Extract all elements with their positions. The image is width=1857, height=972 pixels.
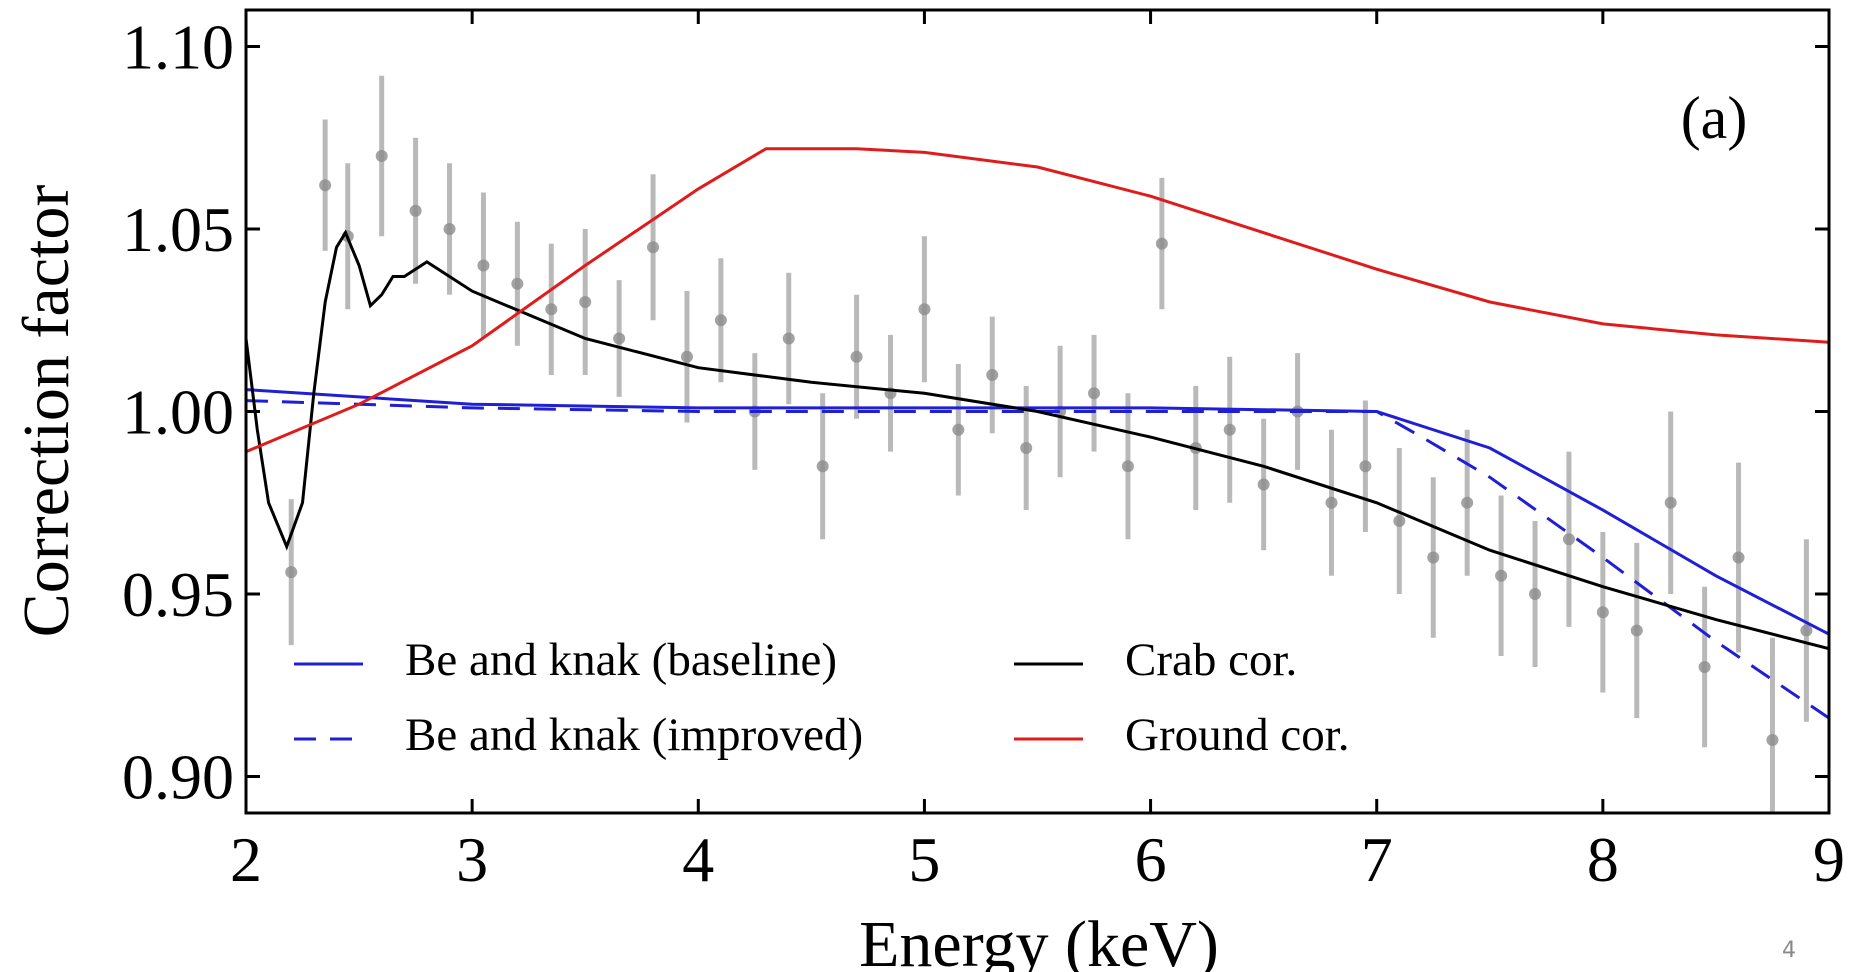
series-line <box>246 147 1829 454</box>
x-tick-label: 6 <box>1135 824 1167 895</box>
data-point <box>1359 460 1372 473</box>
data-point <box>782 332 795 345</box>
data-point <box>477 259 490 272</box>
y-tick-label: 0.90 <box>122 742 234 813</box>
data-point <box>918 303 931 316</box>
y-tick-label: 0.95 <box>122 559 234 630</box>
data-point <box>1596 606 1609 619</box>
data-point <box>1630 624 1643 637</box>
y-tick-label: 1.10 <box>122 12 234 83</box>
y-tick-label: 1.00 <box>122 377 234 448</box>
legend-label: Be and knak (baseline) <box>405 634 837 686</box>
data-point <box>1766 734 1779 746</box>
data-point <box>409 204 422 217</box>
data-point <box>1495 569 1508 582</box>
legend-label: Ground cor. <box>1125 709 1350 761</box>
data-point <box>647 241 660 254</box>
data-point <box>952 423 965 436</box>
data-point <box>511 277 524 290</box>
series-line <box>246 399 1829 720</box>
data-point <box>1427 551 1440 564</box>
data-point <box>1562 533 1575 546</box>
x-tick-label: 5 <box>908 824 940 895</box>
data-point <box>1325 496 1338 509</box>
data-point <box>1223 423 1236 436</box>
y-tick-label: 1.05 <box>122 194 234 265</box>
data-point <box>1732 551 1745 564</box>
x-tick-label: 2 <box>230 824 262 895</box>
data-point <box>613 332 626 345</box>
legend-label: Be and knak (improved) <box>405 709 863 761</box>
data-point <box>986 369 999 381</box>
series-line <box>246 229 1829 651</box>
data-point <box>1393 515 1406 527</box>
data-point <box>680 350 693 363</box>
data-point <box>443 223 456 235</box>
x-tick-label: 3 <box>456 824 488 895</box>
data-point <box>714 314 727 327</box>
data-point <box>579 296 592 308</box>
plot-area <box>246 75 1829 813</box>
data-point <box>1020 442 1033 454</box>
data-point <box>1800 624 1813 637</box>
series-line <box>246 388 1829 636</box>
data-point <box>1529 588 1542 600</box>
x-axis-label: Energy (keV) <box>859 908 1219 972</box>
x-tick-label: 9 <box>1813 824 1845 895</box>
data-point <box>1121 460 1134 473</box>
x-tick-label: 7 <box>1361 824 1393 895</box>
data-point <box>1698 661 1711 673</box>
x-tick-label: 4 <box>682 824 714 895</box>
data-point <box>1664 496 1677 509</box>
data-point <box>375 150 388 162</box>
data-point <box>545 303 558 316</box>
y-axis-label: Correction factor <box>10 185 83 638</box>
annotation: (a) <box>1681 85 1748 151</box>
data-point <box>816 460 829 473</box>
data-point <box>850 350 863 363</box>
data-point <box>285 566 298 579</box>
legend-label: Crab cor. <box>1125 634 1297 686</box>
data-point <box>1155 237 1168 250</box>
data-point <box>319 179 332 192</box>
data-point <box>1257 478 1270 491</box>
x-tick-label: 8 <box>1587 824 1619 895</box>
data-point <box>1088 387 1101 400</box>
data-point <box>1461 496 1474 509</box>
page-number: 4 <box>1782 938 1796 963</box>
